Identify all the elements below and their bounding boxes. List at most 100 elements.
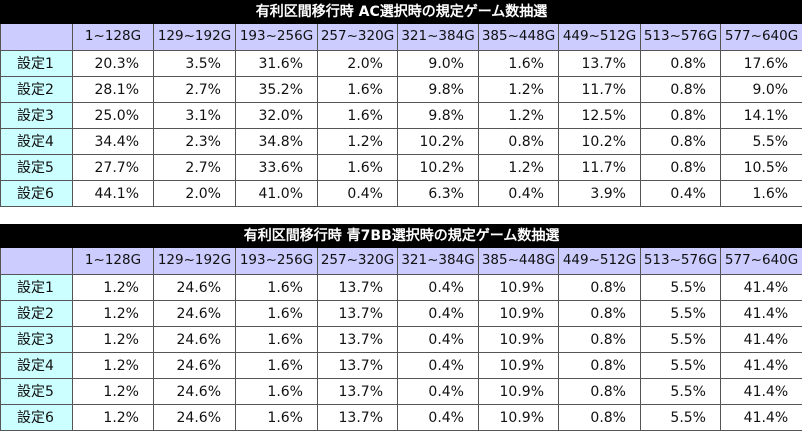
probability-cell: 24.6%	[153, 404, 236, 431]
probability-cell: 5.5%	[640, 274, 721, 301]
probability-cell: 41.4%	[719, 378, 802, 405]
probability-cell: 0.8%	[478, 128, 559, 155]
probability-cell: 9.8%	[397, 102, 479, 129]
table-title: 有利区間移行時 青7BB選択時の規定ゲーム数抽選	[0, 224, 802, 248]
probability-cell: 1.2%	[72, 326, 154, 353]
column-header: 257~320G	[317, 23, 398, 51]
column-header: 513~576G	[640, 247, 721, 275]
probability-cell: 24.6%	[153, 274, 236, 301]
probability-cell: 0.8%	[640, 128, 721, 155]
probability-cell: 2.7%	[153, 154, 236, 181]
probability-cell: 0.8%	[558, 300, 641, 327]
column-header: 385~448G	[478, 23, 559, 51]
probability-cell: 13.7%	[317, 300, 398, 327]
probability-cell: 12.5%	[558, 102, 641, 129]
probability-cell: 1.6%	[235, 274, 318, 301]
probability-cell: 44.1%	[72, 180, 154, 207]
probability-cell: 0.4%	[397, 300, 479, 327]
table-row: 設定2 28.1% 2.7% 35.2% 1.6% 9.8% 1.2% 11.7% 0.8% 9.…	[0, 76, 802, 103]
setting-label: 設定3	[0, 326, 73, 353]
probability-cell: 31.6%	[235, 50, 318, 77]
probability-cell: 6.3%	[397, 180, 479, 207]
probability-cell: 9.8%	[397, 76, 479, 103]
probability-cell: 0.8%	[558, 274, 641, 301]
probability-cell: 17.6%	[719, 50, 802, 77]
probability-cell: 11.7%	[558, 154, 641, 181]
setting-label: 設定3	[0, 102, 73, 129]
table-row: 設定2 1.2% 24.6% 1.6% 13.7% 0.4% 10.9% 0.8% 5.5% 41…	[0, 300, 802, 327]
setting-label: 設定1	[0, 274, 73, 301]
probability-cell: 10.9%	[478, 352, 559, 379]
probability-cell: 13.7%	[317, 352, 398, 379]
probability-cell: 20.3%	[72, 50, 154, 77]
probability-cell: 41.4%	[719, 300, 802, 327]
probability-cell: 13.7%	[317, 404, 398, 431]
probability-cell: 11.7%	[558, 76, 641, 103]
probability-cell: 0.4%	[397, 378, 479, 405]
probability-cell: 5.5%	[719, 128, 802, 155]
probability-cell: 3.5%	[153, 50, 236, 77]
probability-cell: 0.8%	[640, 50, 721, 77]
probability-cell: 24.6%	[153, 300, 236, 327]
probability-cell: 10.9%	[478, 300, 559, 327]
probability-cell: 0.4%	[397, 352, 479, 379]
column-header: 449~512G	[558, 23, 641, 51]
probability-cell: 0.8%	[640, 154, 721, 181]
probability-cell: 33.6%	[235, 154, 318, 181]
probability-cell: 0.4%	[397, 326, 479, 353]
probability-cell: 0.4%	[397, 274, 479, 301]
probability-cell: 1.6%	[478, 50, 559, 77]
probability-cell: 0.8%	[558, 404, 641, 431]
column-header: 513~576G	[640, 23, 721, 51]
probability-cell: 41.4%	[719, 352, 802, 379]
probability-cell: 5.5%	[640, 378, 721, 405]
column-header: 193~256G	[235, 247, 318, 275]
probability-cell: 1.2%	[72, 300, 154, 327]
probability-cell: 0.4%	[478, 180, 559, 207]
probability-cell: 0.8%	[640, 102, 721, 129]
probability-cell: 1.6%	[317, 76, 398, 103]
setting-label: 設定2	[0, 300, 73, 327]
probability-cell: 41.4%	[719, 326, 802, 353]
probability-cell: 1.2%	[478, 76, 559, 103]
probability-cell: 9.0%	[719, 76, 802, 103]
table-row: 設定5 27.7% 2.7% 33.6% 1.6% 10.2% 1.2% 11.7% 0.8% 1…	[0, 154, 802, 181]
probability-cell: 41.4%	[719, 404, 802, 431]
table-title: 有利区間移行時 AC選択時の規定ゲーム数抽選	[0, 0, 802, 24]
probability-cell: 10.9%	[478, 378, 559, 405]
column-header: 1~128G	[72, 247, 154, 275]
probability-cell: 1.2%	[317, 128, 398, 155]
probability-cell: 2.0%	[153, 180, 236, 207]
column-header: 449~512G	[558, 247, 641, 275]
probability-cell: 0.8%	[558, 352, 641, 379]
probability-cell: 3.1%	[153, 102, 236, 129]
probability-cell: 0.4%	[640, 180, 721, 207]
probability-cell: 10.9%	[478, 326, 559, 353]
column-header: 193~256G	[235, 23, 318, 51]
setting-label: 設定4	[0, 128, 73, 155]
probability-cell: 1.6%	[235, 300, 318, 327]
column-header: 1~128G	[72, 23, 154, 51]
probability-cell: 2.3%	[153, 128, 236, 155]
table-row: 設定1 20.3% 3.5% 31.6% 2.0% 9.0% 1.6% 13.7% 0.8% 17…	[0, 50, 802, 77]
table-row: 設定3 25.0% 3.1% 32.0% 1.6% 9.8% 1.2% 12.5% 0.8% 14…	[0, 102, 802, 129]
column-header: 257~320G	[317, 247, 398, 275]
probability-cell: 14.1%	[719, 102, 802, 129]
probability-cell: 1.2%	[72, 404, 154, 431]
probability-cell: 5.5%	[640, 300, 721, 327]
probability-cell: 1.6%	[719, 180, 802, 207]
probability-cell: 24.6%	[153, 378, 236, 405]
column-header: 577~640G	[719, 247, 802, 275]
probability-cell: 41.4%	[719, 274, 802, 301]
setting-label: 設定6	[0, 180, 73, 207]
probability-cell: 0.8%	[558, 326, 641, 353]
probability-cell: 13.7%	[558, 50, 641, 77]
probability-cell: 1.6%	[235, 404, 318, 431]
corner-cell	[0, 23, 73, 51]
probability-cell: 0.4%	[397, 404, 479, 431]
probability-cell: 32.0%	[235, 102, 318, 129]
corner-cell	[0, 247, 73, 275]
probability-cell: 10.2%	[397, 128, 479, 155]
probability-cell: 34.4%	[72, 128, 154, 155]
table-row: 設定5 1.2% 24.6% 1.6% 13.7% 0.4% 10.9% 0.8% 5.5% 41…	[0, 378, 802, 405]
